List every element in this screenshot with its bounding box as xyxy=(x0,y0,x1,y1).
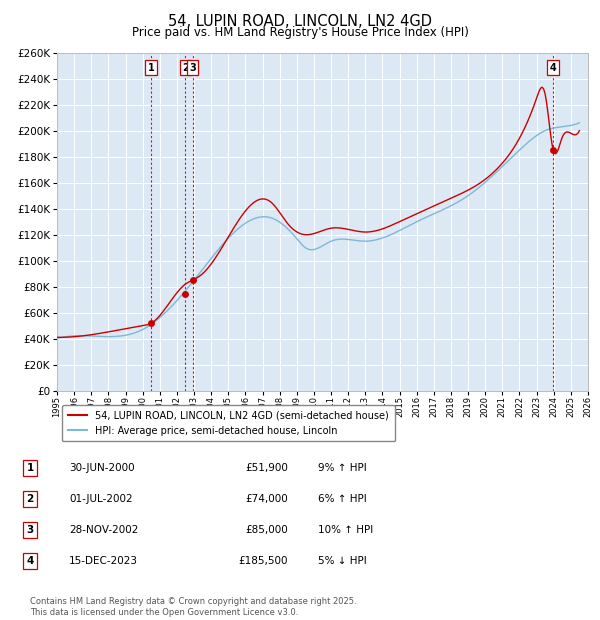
Point xyxy=(548,144,558,154)
Point xyxy=(188,275,197,285)
Text: £185,500: £185,500 xyxy=(239,556,288,566)
Text: 2: 2 xyxy=(182,63,189,73)
Text: 3: 3 xyxy=(26,525,34,535)
Text: 9% ↑ HPI: 9% ↑ HPI xyxy=(318,463,367,473)
Text: 3: 3 xyxy=(189,63,196,73)
Text: £85,000: £85,000 xyxy=(245,525,288,535)
Text: 4: 4 xyxy=(550,63,556,73)
Text: 54, LUPIN ROAD, LINCOLN, LN2 4GD: 54, LUPIN ROAD, LINCOLN, LN2 4GD xyxy=(168,14,432,29)
Text: Contains HM Land Registry data © Crown copyright and database right 2025.
This d: Contains HM Land Registry data © Crown c… xyxy=(30,598,356,617)
Text: £74,000: £74,000 xyxy=(245,494,288,504)
Text: 15-DEC-2023: 15-DEC-2023 xyxy=(69,556,138,566)
Point xyxy=(146,318,156,328)
Text: 5% ↓ HPI: 5% ↓ HPI xyxy=(318,556,367,566)
Text: 10% ↑ HPI: 10% ↑ HPI xyxy=(318,525,373,535)
Text: 1: 1 xyxy=(26,463,34,473)
Legend: 54, LUPIN ROAD, LINCOLN, LN2 4GD (semi-detached house), HPI: Average price, semi: 54, LUPIN ROAD, LINCOLN, LN2 4GD (semi-d… xyxy=(62,405,395,441)
Text: 4: 4 xyxy=(26,556,34,566)
Text: 1: 1 xyxy=(148,63,155,73)
Point xyxy=(181,290,190,299)
Text: Price paid vs. HM Land Registry's House Price Index (HPI): Price paid vs. HM Land Registry's House … xyxy=(131,26,469,39)
Text: 01-JUL-2002: 01-JUL-2002 xyxy=(69,494,133,504)
Text: 2: 2 xyxy=(26,494,34,504)
Text: 6% ↑ HPI: 6% ↑ HPI xyxy=(318,494,367,504)
Text: 28-NOV-2002: 28-NOV-2002 xyxy=(69,525,139,535)
Text: £51,900: £51,900 xyxy=(245,463,288,473)
Text: 30-JUN-2000: 30-JUN-2000 xyxy=(69,463,134,473)
